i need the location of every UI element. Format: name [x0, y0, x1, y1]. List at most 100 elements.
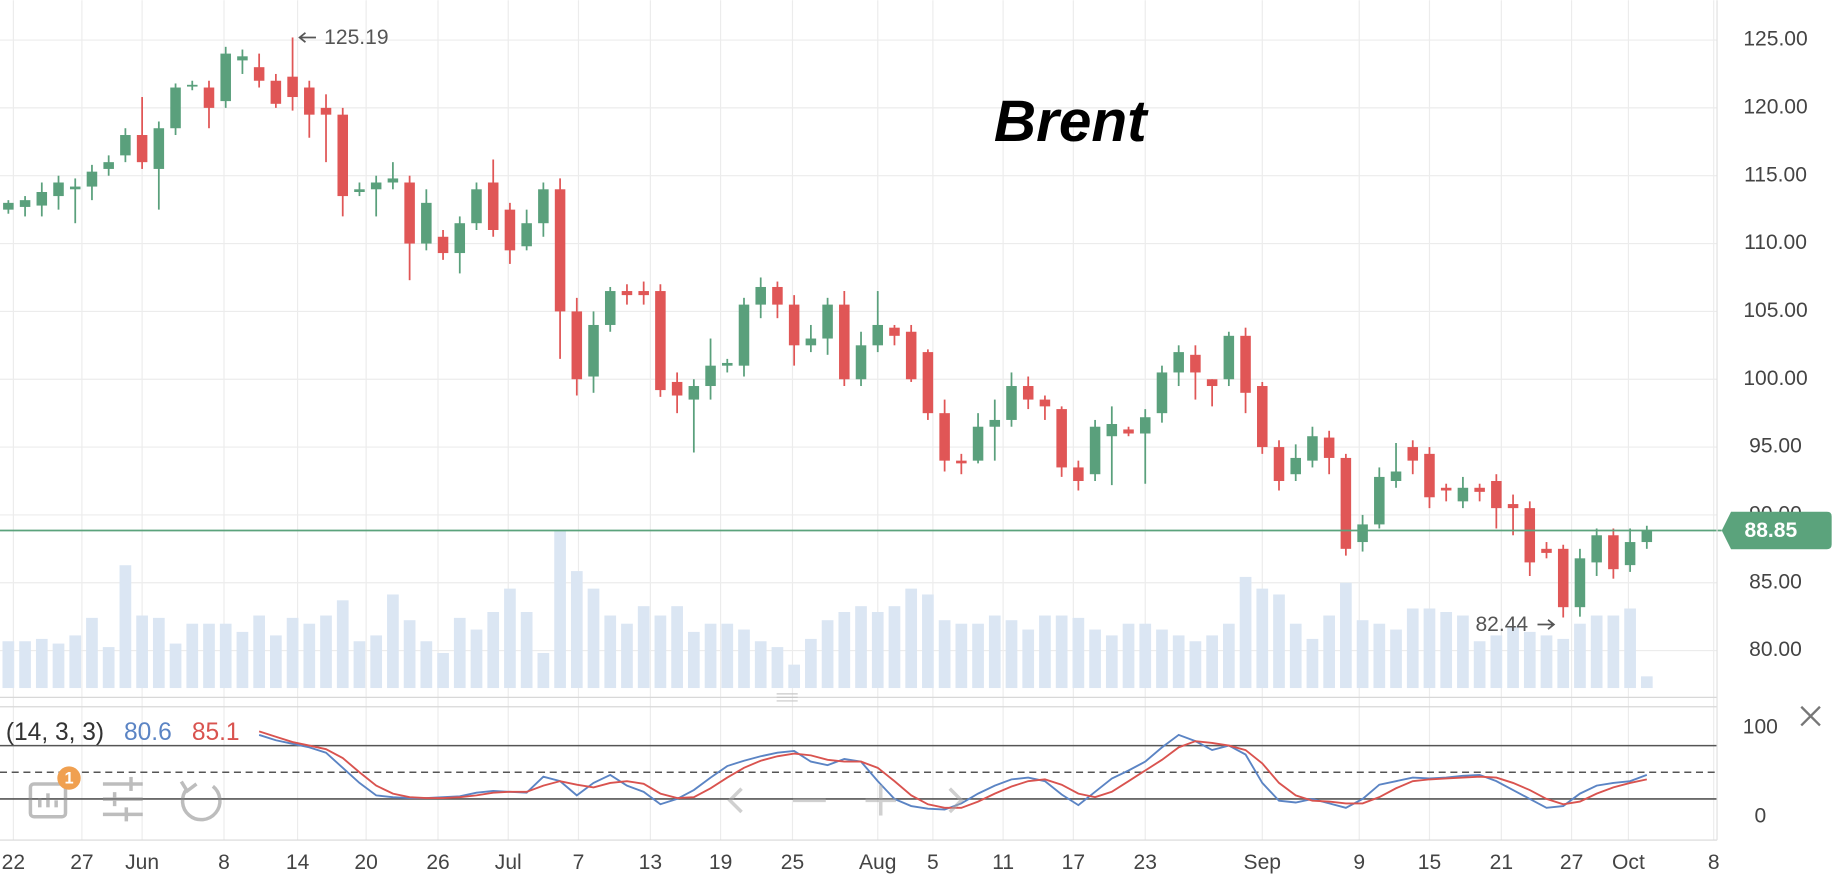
- candle-body: [1206, 379, 1218, 387]
- candle-body: [136, 135, 148, 163]
- volume-bar: [821, 620, 834, 689]
- volume-bar: [270, 635, 282, 689]
- volume-bar: [1440, 612, 1453, 689]
- volume-bar: [1273, 594, 1285, 689]
- candle-body: [320, 107, 332, 115]
- candle-body: [1022, 386, 1034, 400]
- volume-bar: [704, 623, 717, 689]
- volume-bar: [654, 615, 667, 689]
- candle-body: [638, 291, 649, 296]
- volume-bar: [336, 600, 349, 689]
- candle-body: [1591, 535, 1602, 563]
- volume-bar: [972, 623, 984, 689]
- volume-bar: [52, 643, 65, 689]
- x-tick-label: 25: [781, 851, 804, 874]
- volume-bar: [1507, 627, 1519, 689]
- candle-body: [370, 182, 382, 190]
- low-annotation: 82.44: [1475, 613, 1528, 636]
- volume-bar: [1540, 635, 1553, 689]
- resize-handle[interactable]: [776, 693, 798, 702]
- candle-body: [187, 84, 198, 87]
- x-tick-label: 19: [709, 851, 732, 874]
- x-tick-label: 15: [1418, 851, 1441, 874]
- volume-bar: [1640, 676, 1653, 689]
- volume-bar: [219, 623, 232, 689]
- volume-bar: [1222, 623, 1235, 689]
- y-tick-label: 95.00: [1749, 435, 1802, 458]
- x-tick-label: Aug: [859, 851, 896, 874]
- y-tick-label: 115.00: [1744, 163, 1807, 186]
- candle-body: [1073, 467, 1084, 481]
- candle-body: [889, 327, 900, 336]
- volume-bar: [988, 615, 1001, 689]
- volume-bar: [487, 612, 500, 689]
- settings-button[interactable]: [102, 776, 143, 822]
- candle-body: [588, 324, 599, 377]
- candle-body: [1491, 480, 1502, 509]
- volume-bar: [1373, 623, 1386, 689]
- volume-bar: [871, 612, 884, 689]
- volume-bar: [1490, 635, 1503, 689]
- volume-bar: [587, 588, 600, 689]
- candle-body: [956, 460, 967, 464]
- volume-bar: [504, 588, 516, 689]
- candle-body: [1357, 524, 1368, 543]
- candle-body: [1190, 354, 1201, 373]
- volume-bar: [888, 606, 901, 689]
- candle-body: [120, 135, 131, 156]
- scroll-left-button[interactable]: [727, 787, 743, 814]
- volume-bar: [1072, 617, 1085, 689]
- volume-bar: [86, 617, 98, 689]
- y-tick-label: 120.00: [1743, 95, 1807, 118]
- candle-body: [36, 192, 48, 206]
- volume-bar: [905, 588, 918, 689]
- volume-bar: [1356, 620, 1369, 689]
- candle-body: [1039, 399, 1051, 407]
- candle-body: [421, 202, 432, 244]
- candle-body: [972, 426, 984, 461]
- candle-body: [1173, 352, 1184, 373]
- volume-bar: [621, 623, 633, 689]
- candle-body: [1474, 487, 1485, 492]
- candle-body: [1507, 504, 1519, 509]
- volume-bar: [955, 623, 968, 689]
- candle-body: [1106, 424, 1118, 437]
- x-tick-label: 8: [1708, 851, 1720, 874]
- close-pane-button[interactable]: [1800, 705, 1821, 727]
- zoom-in-button[interactable]: [865, 785, 896, 816]
- x-tick-label: 17: [1062, 851, 1085, 874]
- candle-body: [1407, 447, 1419, 461]
- stochastic-line: [258, 730, 1648, 809]
- volume-bar: [236, 631, 249, 689]
- candle-body: [1624, 542, 1636, 566]
- volume-bar: [570, 571, 583, 689]
- volume-bar: [1457, 615, 1469, 689]
- candle-body: [805, 338, 817, 346]
- candle-body: [1273, 447, 1285, 481]
- candle-body: [1557, 548, 1569, 608]
- candle-body: [69, 186, 81, 190]
- volume-bar: [1523, 631, 1536, 689]
- grid-layer: [0, 0, 1718, 841]
- indicators-button[interactable]: [28, 782, 68, 819]
- label-layer: 80.0085.0090.0095.00100.00105.00110.0011…: [0, 26, 1832, 874]
- volume-bar: [1122, 623, 1135, 689]
- volume-bar: [253, 615, 265, 689]
- candle-body: [220, 53, 231, 102]
- scroll-right-button[interactable]: [948, 787, 964, 814]
- candle-body: [839, 304, 850, 380]
- candle-body: [404, 182, 415, 244]
- candle-body: [905, 331, 917, 380]
- annotation-arrow: [1537, 619, 1556, 630]
- notification-count: 1: [64, 770, 73, 788]
- candle-body: [1056, 409, 1067, 468]
- volume-bar: [520, 612, 533, 689]
- reset-button[interactable]: [180, 784, 222, 822]
- candle-body: [822, 304, 833, 339]
- volume-bar: [1323, 615, 1336, 689]
- candle-body: [253, 67, 265, 81]
- candle-body: [53, 182, 64, 197]
- y-tick-label: 100: [1743, 715, 1778, 738]
- x-tick-label: 9: [1353, 851, 1365, 874]
